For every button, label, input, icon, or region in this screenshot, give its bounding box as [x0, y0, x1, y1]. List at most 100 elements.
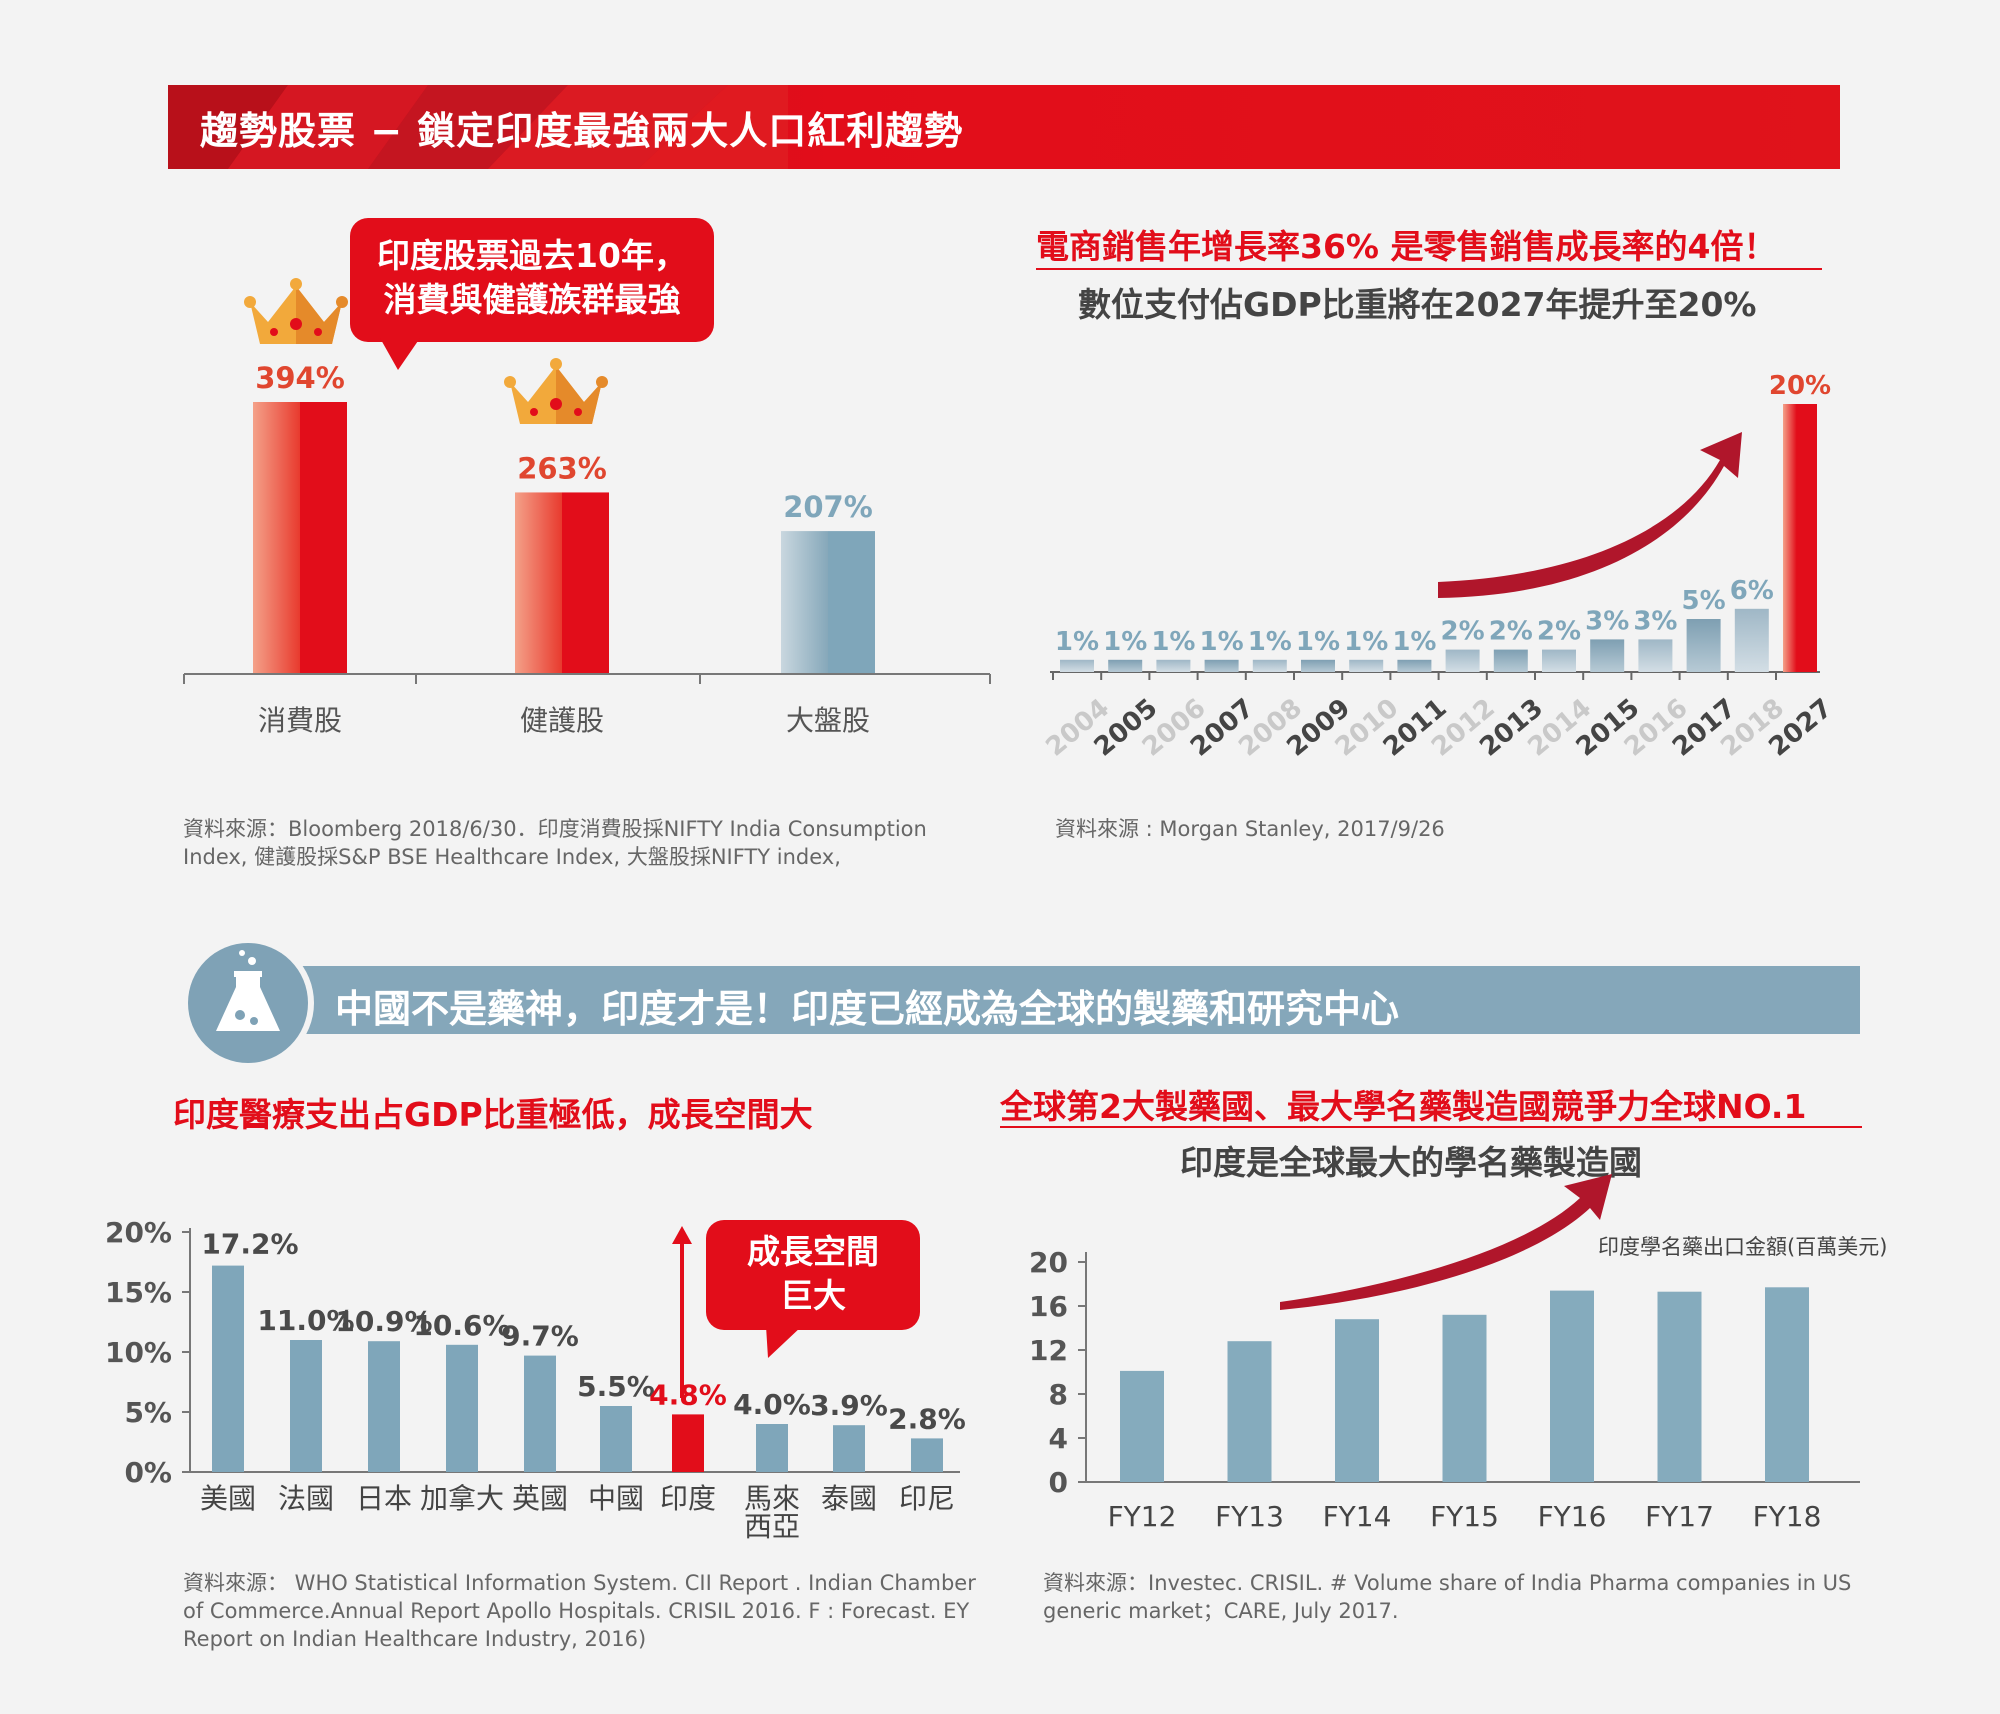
bar-2015 — [1590, 639, 1625, 672]
category-label: FY18 — [1753, 1500, 1822, 1530]
bar-英國 — [524, 1355, 556, 1472]
bar-2013 — [1493, 649, 1528, 672]
value-label: 10.6% — [413, 1309, 510, 1342]
callout-line1: 成長空間 — [747, 1232, 879, 1271]
bar-法國 — [290, 1340, 322, 1472]
bar-FY18 — [1765, 1287, 1809, 1482]
bar-FY17 — [1657, 1291, 1702, 1482]
y-tick-label: 10% — [105, 1336, 172, 1369]
headline-underline — [1036, 268, 1822, 270]
value-label: 3% — [1585, 606, 1629, 636]
source-note-digital: 資料來源 : Morgan Stanley, 2017/9/26 — [1055, 817, 1445, 841]
value-label: 207% — [783, 490, 873, 524]
pharma-headline: 全球第2大製藥國、最大學名藥製造國競爭力全球NO.1 — [1000, 1087, 1807, 1126]
bar-印度 — [672, 1414, 704, 1472]
source-note-pharma: 資料來源：Investec. CRISIL. # Volume share of… — [1043, 1570, 1923, 1626]
y-tick-label: 12 — [1029, 1334, 1068, 1367]
value-label: 4.0% — [733, 1388, 811, 1421]
bar-加拿大 — [446, 1344, 478, 1472]
source-line: 資料來源： WHO Statistical Information System… — [183, 1571, 976, 1595]
category-label: 加拿大 — [420, 1482, 504, 1515]
bar-FY13 — [1227, 1341, 1272, 1482]
growth-arrow-icon — [1438, 432, 1742, 598]
header-banner — [168, 85, 1840, 169]
category-label: FY12 — [1108, 1500, 1177, 1530]
bar-馬來西亞 — [756, 1424, 788, 1472]
category-label: FY17 — [1645, 1500, 1714, 1530]
value-label: 9.7% — [501, 1320, 579, 1353]
bar-2007 — [1204, 659, 1239, 672]
y-tick-label: 0 — [1049, 1466, 1068, 1499]
category-label: 英國 — [512, 1482, 568, 1515]
callout-line2: 巨大 — [780, 1276, 846, 1315]
value-label: 1% — [1392, 627, 1436, 657]
value-label: 2% — [1489, 617, 1533, 647]
category-label: FY16 — [1538, 1500, 1607, 1530]
value-label: 6% — [1730, 576, 1774, 606]
y-tick-label: 20 — [1029, 1246, 1068, 1279]
bar-泰國 — [833, 1425, 865, 1472]
bar-印尼 — [911, 1438, 943, 1472]
bar-2027 — [1783, 404, 1817, 672]
healthcare-gdp-chart: 0% 5% 10% 15% 20% 17.2% 11.0%10.9%10.6%9.7% 5.… — [105, 1216, 966, 1543]
callout-bubble-growth: 成長空間 巨大 — [706, 1220, 920, 1358]
value-label: 2% — [1441, 617, 1485, 647]
callout-line1: 印度股票過去10年， — [377, 236, 687, 275]
bar-2004 — [1060, 659, 1094, 672]
category-label: 健護股 — [520, 704, 604, 737]
bar-2016 — [1638, 639, 1673, 672]
category-label: 大盤股 — [786, 704, 870, 737]
bar-2006 — [1156, 659, 1191, 672]
value-label: 1% — [1055, 627, 1099, 657]
category-label: 印尼 — [899, 1482, 955, 1515]
bar-3 — [781, 531, 875, 674]
healthcare-headline: 印度醫療支出占GDP比重極低，成長空間大 — [173, 1095, 813, 1134]
source-line: generic market；CARE, July 2017. — [1043, 1598, 1399, 1623]
value-label: 2.8% — [888, 1402, 966, 1435]
value-label: 1% — [1103, 627, 1147, 657]
y-tick-label: 15% — [105, 1276, 172, 1309]
bar-2011 — [1397, 659, 1432, 672]
category-label: 日本 — [356, 1482, 412, 1515]
value-label: 263% — [517, 451, 607, 485]
bar-2017 — [1686, 619, 1721, 672]
category-label: 美國 — [200, 1482, 256, 1515]
banner-facets-decoration — [168, 85, 788, 169]
category-label: FY15 — [1430, 1500, 1499, 1530]
bar-2014 — [1542, 649, 1576, 672]
source-line: 資料來源：Bloomberg 2018/6/30．印度消費股採NIFTY Ind… — [183, 817, 927, 841]
category-label: 法國 — [278, 1482, 334, 1515]
bar-1 — [253, 402, 347, 674]
value-label: 1% — [1344, 627, 1388, 657]
bar-2012 — [1445, 649, 1480, 672]
category-label: 馬來 — [744, 1482, 800, 1515]
header-title: 趨勢股票 − 鎖定印度最強兩大人口紅利趨勢 — [200, 109, 964, 153]
value-label: 17.2% — [201, 1228, 298, 1261]
value-label: 1% — [1296, 627, 1340, 657]
bar-FY16 — [1550, 1290, 1594, 1482]
flask-icon — [182, 937, 314, 1069]
source-note-healthcare: 資料來源： WHO Statistical Information System… — [183, 1570, 983, 1654]
value-label: 1% — [1200, 627, 1244, 657]
series-label: 印度學名藥出口金額(百萬美元) — [1598, 1235, 1887, 1259]
category-label: FY14 — [1323, 1500, 1392, 1530]
crown-icon — [244, 278, 348, 344]
category-label: FY13 — [1215, 1500, 1284, 1530]
pharma-banner — [300, 966, 1860, 1034]
source-line: of Commerce.Annual Report Apollo Hospita… — [183, 1598, 970, 1623]
digital-payment-subheadline: 數位支付佔GDP比重將在2027年提升至20% — [1078, 285, 1757, 324]
sector-return-chart: 394% 消費股 263% 健護股 207% 大盤股 — [183, 278, 991, 737]
y-tick-label: 20% — [105, 1216, 172, 1249]
crown-icon — [504, 358, 608, 424]
value-label: 5% — [1682, 586, 1726, 616]
category-label: 西亞 — [744, 1510, 800, 1543]
bar-2 — [515, 492, 609, 674]
value-label: 3% — [1633, 606, 1677, 636]
value-label: 2% — [1537, 617, 1581, 647]
y-tick-label: 5% — [124, 1396, 172, 1429]
value-label: 4.8% — [649, 1378, 727, 1411]
source-line: Report on Indian Healthcare Industry, 20… — [183, 1626, 647, 1651]
value-label: 11.0% — [257, 1304, 354, 1337]
y-tick-label: 8 — [1049, 1378, 1068, 1411]
bar-2005 — [1108, 659, 1143, 672]
